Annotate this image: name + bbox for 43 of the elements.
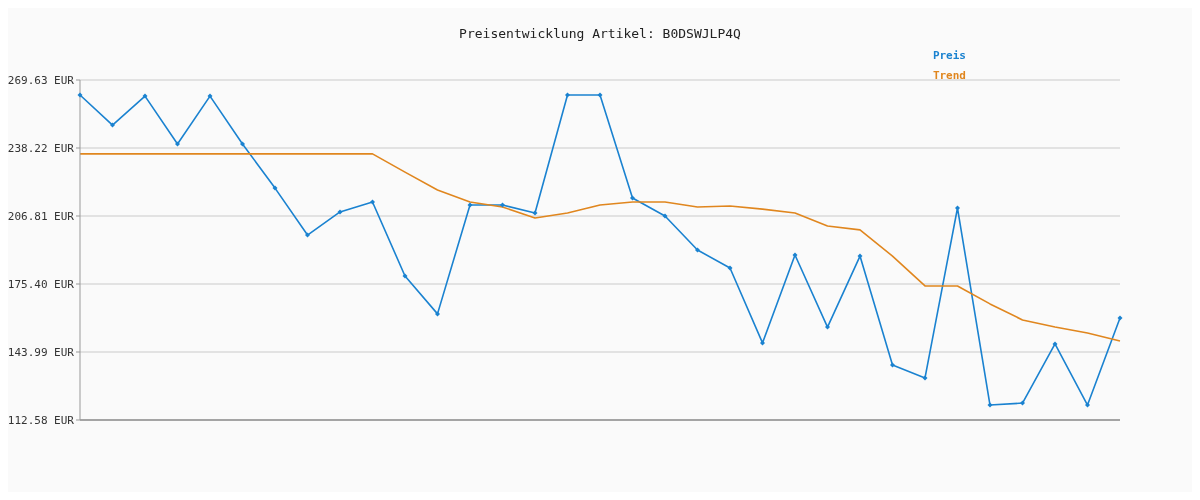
point — [727, 265, 733, 271]
point — [402, 273, 408, 279]
point — [370, 199, 375, 205]
y-tick-label: 112.58 EUR — [7, 414, 75, 427]
point — [337, 209, 343, 215]
text: Preis — [932, 48, 966, 64]
point — [955, 205, 960, 211]
point — [305, 232, 310, 238]
text: Trend — [932, 68, 966, 84]
point — [825, 324, 830, 330]
y-tick-label: 175.40 EUR — [7, 278, 75, 291]
point — [272, 185, 278, 191]
point — [922, 375, 928, 381]
point — [857, 253, 863, 259]
y-tick-label: 206.81 EUR — [7, 210, 75, 223]
point — [792, 252, 798, 258]
point — [760, 340, 765, 346]
point — [1020, 400, 1025, 406]
point — [597, 92, 603, 98]
point — [207, 93, 213, 99]
point — [110, 122, 115, 128]
point — [695, 247, 700, 253]
chart-title: Preisentwicklung Artikel: B0DSWJLP4Q — [458, 26, 742, 41]
point — [240, 141, 245, 147]
point — [532, 210, 538, 216]
point — [1052, 341, 1058, 347]
point — [175, 141, 180, 147]
y-tick-label: 238.22 EUR — [7, 142, 75, 155]
point — [142, 93, 148, 99]
point — [1085, 402, 1090, 408]
point — [435, 311, 440, 317]
point — [987, 402, 993, 408]
point — [630, 195, 635, 201]
point — [77, 92, 83, 98]
point — [467, 202, 473, 208]
point — [890, 362, 895, 368]
y-tick-label: 269.63 EUR — [7, 74, 75, 87]
point — [1117, 315, 1123, 321]
point — [565, 92, 570, 98]
point — [662, 213, 668, 219]
y-tick-label: 143.99 EUR — [7, 346, 75, 359]
point — [500, 202, 505, 208]
line-series — [79, 153, 1121, 342]
